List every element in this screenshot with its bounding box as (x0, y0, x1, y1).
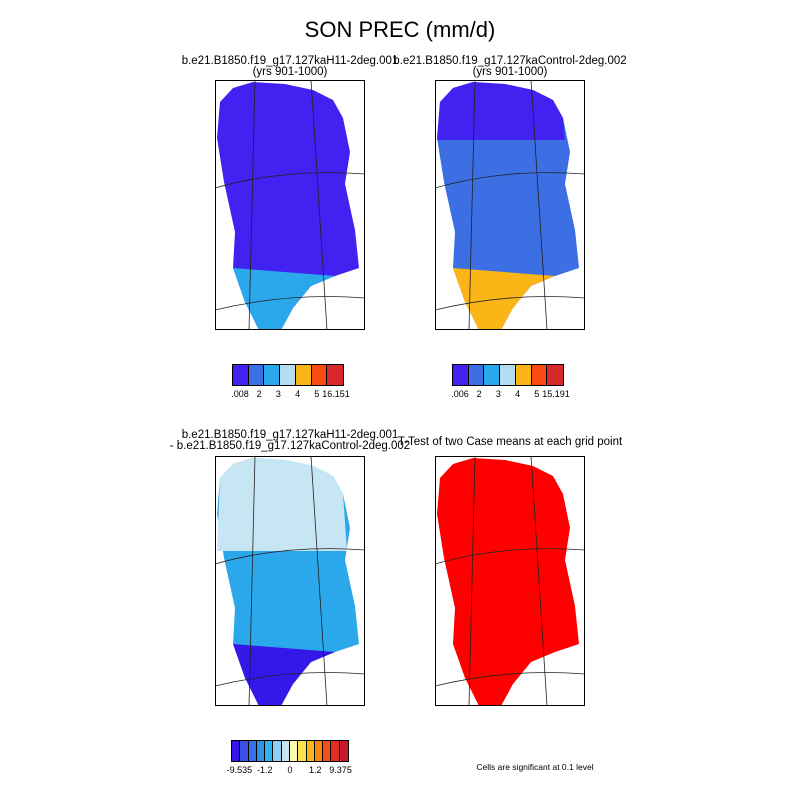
colorbar-swatch (327, 365, 343, 385)
colorbar-top-left-ticks: .008 2 3 4 5 16.151 (231, 386, 350, 400)
map-top-left-lighter-south-shape (233, 268, 335, 330)
colorbar-tick-label: 5 (314, 389, 320, 399)
colorbar-tick-label: 4 (295, 389, 301, 399)
map-panel-top-right (435, 80, 585, 330)
colorbar-swatch (306, 741, 315, 761)
colorbar-swatch (280, 365, 296, 385)
map-bottom-left-frame (215, 456, 365, 706)
map-bottom-left-lighter-north-shape (217, 458, 347, 551)
panel-title-top-right-line2: (yrs 901-1000) (472, 66, 548, 78)
colorbar-swatch (339, 741, 348, 761)
colorbar-bottom-left-cells (231, 740, 349, 762)
colorbar-swatch (500, 365, 516, 385)
colorbar-tick-label: 16.151 (322, 389, 350, 399)
colorbar-top-right-ticks: .006 2 3 4 5 15.191 (451, 386, 570, 400)
colorbar-swatch (264, 365, 281, 385)
colorbar-tick-label: 2 (256, 389, 262, 399)
colorbar-top-right: .006 2 3 4 5 15.191 (451, 364, 570, 400)
colorbar-tick-label: 0 (287, 765, 293, 775)
map-top-right-svg (435, 80, 585, 330)
map-top-right-warmer-south-shape (453, 268, 555, 330)
colorbar-swatch (331, 741, 340, 761)
map-bottom-right-greenland-shape (437, 458, 579, 706)
panel-title-top-left: b.e21.B1850.f19_g17.127kaH11-2deg.001 (y… (140, 55, 440, 78)
panel-title-top-left-line2: (yrs 901-1000) (252, 66, 328, 78)
colorbar-swatch (240, 741, 249, 761)
map-bottom-left-darker-south-shape (233, 644, 335, 706)
map-top-left-greenland-shape (217, 82, 359, 330)
colorbar-swatch (515, 365, 532, 385)
colorbar-swatch (233, 365, 249, 385)
panel-title-bottom-right-line1: T-Test of two Case means at each grid po… (397, 436, 623, 448)
colorbar-tick-label: .006 (451, 389, 469, 399)
map-panel-bottom-left (215, 456, 365, 706)
map-panel-top-left (215, 80, 365, 330)
significance-note: Cells are significant at 0.1 level (476, 762, 594, 772)
colorbar-swatch (265, 741, 274, 761)
map-top-right-graticule (435, 80, 585, 330)
colorbar-swatch (468, 365, 485, 385)
map-bottom-left-svg (215, 456, 365, 706)
colorbar-swatch (484, 365, 501, 385)
map-top-right-greenland-shape (437, 82, 579, 330)
map-bottom-right-frame (435, 456, 585, 706)
panel-title-top-right: b.e21.B1850.f19_g17.127kaControl-2deg.00… (360, 55, 660, 78)
colorbar-swatch (248, 741, 257, 761)
colorbar-swatch (248, 365, 265, 385)
colorbar-swatch (289, 741, 299, 761)
colorbar-top-left-cells (232, 364, 344, 386)
map-top-right-frame (435, 80, 585, 330)
panel-title-bottom-left: b.e21.B1850.f19_g17.127kaH11-2deg.001 - … (140, 429, 440, 452)
colorbar-tick-label: 9.375 (329, 765, 352, 775)
colorbar-tick-label: 3 (495, 389, 501, 399)
colorbar-swatch (453, 365, 469, 385)
panel-title-top-right-line1: b.e21.B1850.f19_g17.127kaControl-2deg.00… (393, 55, 627, 67)
panel-title-bottom-left-line2: - b.e21.B1850.f19_g17.127kaControl-2deg.… (169, 440, 411, 452)
map-top-left-svg (215, 80, 365, 330)
colorbar-tick-label: 3 (275, 389, 281, 399)
colorbar-swatch (311, 365, 328, 385)
panel-title-bottom-right: T-Test of two Case means at each grid po… (360, 436, 660, 448)
map-bottom-left-graticule (215, 456, 365, 706)
colorbar-tick-label: 2 (476, 389, 482, 399)
colorbar-tick-label: -9.535 (226, 765, 253, 775)
colorbar-swatch (323, 741, 332, 761)
colorbar-tick-label: 15.191 (542, 389, 570, 399)
colorbar-tick-label: .008 (231, 389, 249, 399)
colorbar-tick-label: -1.2 (256, 765, 273, 775)
map-top-left-graticule (215, 80, 365, 330)
colorbar-swatch (547, 365, 563, 385)
colorbar-bottom-left: -9.535 -1.2 0 1.2 9.375 (227, 740, 352, 776)
colorbar-bottom-left-ticks: -9.535 -1.2 0 1.2 9.375 (227, 762, 352, 776)
map-panel-bottom-right (435, 456, 585, 706)
colorbar-swatch (314, 741, 324, 761)
map-top-right-darker-north-shape (437, 82, 565, 140)
colorbar-swatch (298, 741, 307, 761)
colorbar-top-right-cells (452, 364, 564, 386)
colorbar-tick-label: 5 (534, 389, 540, 399)
colorbar-swatch (256, 741, 266, 761)
colorbar-top-left: .008 2 3 4 5 16.151 (231, 364, 350, 400)
colorbar-swatch (295, 365, 312, 385)
colorbar-swatch (531, 365, 548, 385)
colorbar-tick-label: 4 (515, 389, 521, 399)
map-bottom-right-graticule (435, 456, 585, 706)
panel-title-bottom-left-line1: b.e21.B1850.f19_g17.127kaH11-2deg.001 (181, 429, 399, 441)
colorbar-swatch (232, 741, 241, 761)
map-top-left-frame (215, 80, 365, 330)
figure-title: SON PREC (mm/d) (304, 17, 496, 42)
colorbar-swatch (281, 741, 290, 761)
colorbar-swatch (273, 741, 282, 761)
colorbar-tick-label: 1.2 (309, 765, 322, 775)
panel-title-top-left-line1: b.e21.B1850.f19_g17.127kaH11-2deg.001 (181, 55, 399, 67)
map-bottom-right-svg (435, 456, 585, 706)
